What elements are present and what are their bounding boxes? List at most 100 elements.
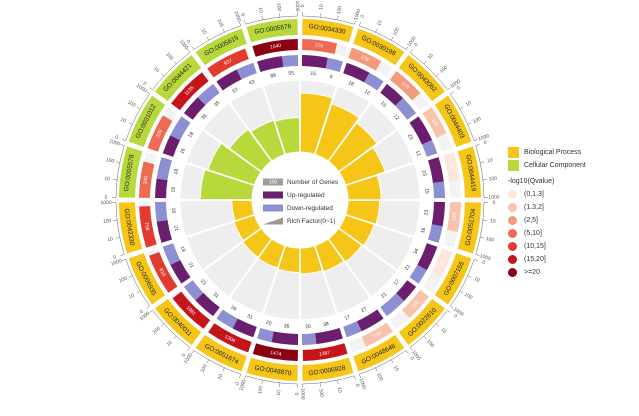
term-sector-go-0042330 xyxy=(119,202,143,254)
qvalue-legend-item-1: (1.3,2] xyxy=(508,201,586,214)
scale-tick-go-0005578-2 xyxy=(115,161,120,163)
scale-tick-go-0042330-1 xyxy=(115,237,120,239)
scale-tick-label-go-0034330-0: 0 xyxy=(300,4,306,7)
down-bar-go-0043062 xyxy=(395,98,417,120)
up-bar-go-0044419 xyxy=(428,157,444,184)
up-bar-go-0007155 xyxy=(417,243,438,271)
scale-arc-go-0044403 xyxy=(450,93,475,141)
scale-tick-go-0044403-3 xyxy=(474,139,479,141)
term-sector-go-0022610 xyxy=(398,298,445,345)
scale-tick-go-0044403-1 xyxy=(459,106,464,109)
term-sector-go-0005615 xyxy=(195,28,247,66)
up-label-go-0051704: 23 xyxy=(423,209,430,215)
qbar-label-go-0005578: 345 xyxy=(143,176,150,185)
inner-legend-swatch-2 xyxy=(263,204,283,212)
scale-tick-go-0022610-0 xyxy=(447,310,451,313)
qvalue-legend-item-5: (15,20] xyxy=(508,253,586,266)
qvalue-bar-ring: 2761781791209512080102133138714741304108… xyxy=(139,39,461,361)
scale-arc-go-0043062 xyxy=(410,52,448,90)
qvalue-legend-dot-1 xyxy=(508,203,517,212)
scale-tick-go-0040011-2 xyxy=(160,323,165,327)
down-label-go-0044421: 35 xyxy=(213,100,221,108)
up-label-go-0040011: 31 xyxy=(212,291,220,299)
scale-tick-go-0044421-1 xyxy=(160,73,165,77)
qbar-go-0031012 xyxy=(147,115,173,152)
scale-arc-go-0005576 xyxy=(245,15,298,25)
scale-tick-label-go-0044403-3: 1000 xyxy=(478,133,491,142)
scale-tick-label-go-0007155-0: 0 xyxy=(481,260,486,267)
scale-tick-label-go-0044419-0: 0 xyxy=(483,140,488,147)
up-bar-go-0006935 xyxy=(170,259,191,284)
qvalue-legend-label-5: (15,20] xyxy=(524,256,546,263)
up-label-go-0048870: 36 xyxy=(283,323,289,330)
up-bar-go-0048870 xyxy=(271,331,299,345)
qvalue-legend-item-3: (5,10] xyxy=(508,227,586,240)
qvalue-legend-label-0: (0,1.3] xyxy=(524,191,544,198)
up-bar-go-0030198 xyxy=(343,62,370,83)
scale-tick-label-go-0030198-0: 0 xyxy=(360,14,367,19)
scale-tick-go-0022610-3 xyxy=(410,347,413,351)
scale-tick-label-go-0005578-1: 10 xyxy=(104,176,110,183)
term-sector-go-0005576 xyxy=(246,19,298,43)
qvalue-legend: (0,1.3] (1.3,2] (2,5] (5,10] (10,15] (15,20] >… xyxy=(508,188,586,279)
qvalue-legend-dot-0 xyxy=(508,190,517,199)
scale-arc-go-0006935 xyxy=(125,259,150,307)
down-label-go-0030198: 12 xyxy=(363,88,371,96)
scale-tick-go-0007155-2 xyxy=(459,291,464,294)
term-sector-go-0005578 xyxy=(119,146,143,198)
down-label-go-0034330: 9 xyxy=(329,74,333,81)
scale-tick-go-0030198-1 xyxy=(375,28,378,33)
qbar-label-go-0042330: 798 xyxy=(143,222,150,231)
down-label-go-0006928: 20 xyxy=(305,324,311,330)
scale-tick-go-0051674-1 xyxy=(222,367,225,372)
scale-tick-go-0048870-3 xyxy=(244,375,246,380)
scale-tick-label-go-0031012-0: 0 xyxy=(114,135,119,142)
category-legend: Biological Process Cellular Component -l… xyxy=(508,146,586,279)
scale-tick-label-go-0042330-1: 10 xyxy=(107,236,114,243)
down-label-go-0044419: 15 xyxy=(423,188,429,194)
scale-arc-go-0005578 xyxy=(115,145,125,198)
down-label-go-0044403: 12 xyxy=(414,150,422,158)
scale-arc-go-0051674 xyxy=(193,350,241,375)
scale-tick-label-go-0042330-2: 100 xyxy=(103,218,112,225)
scale-tick-label-go-0048870-0: 0 xyxy=(295,392,301,395)
scale-arc-go-0048870 xyxy=(245,375,298,385)
up-bar-go-0051674 xyxy=(232,318,257,338)
scale-tick-label-go-0044421-2: 100 xyxy=(164,52,174,62)
scale-tick-go-0022610-1 xyxy=(435,323,440,327)
term-sector-go-0034330 xyxy=(302,19,354,43)
scale-tick-go-0022610-2 xyxy=(423,335,427,340)
scale-tick-go-0006935-1 xyxy=(136,291,141,294)
scale-tick-go-0005576-0 xyxy=(244,20,246,25)
qvalue-legend-label-6: >=20 xyxy=(524,269,540,276)
scale-tick-label-go-0030198-2: 100 xyxy=(392,26,401,36)
qvalue-legend-item-4: (10,15] xyxy=(508,240,586,253)
scale-tick-go-0030198-0 xyxy=(359,21,361,26)
qbar-go-0005615 xyxy=(207,48,249,78)
up-label-go-0005576: 88 xyxy=(270,73,277,80)
qbar-label-go-0044421: 1135 xyxy=(184,85,196,97)
term-sector-go-0006928 xyxy=(302,357,354,381)
inner-legend-swatch-1 xyxy=(263,191,283,199)
qvalue-legend-dot-2 xyxy=(508,216,517,225)
scale-tick-label-go-0034330-2: 100 xyxy=(336,5,344,15)
scale-tick-go-0007155-0 xyxy=(474,259,479,261)
scale-tick-go-0043062-3 xyxy=(447,87,451,90)
scale-tick-label-go-0051704-0: 0 xyxy=(493,200,496,206)
scale-tick-go-0005615-1 xyxy=(206,36,209,41)
legend-swatch-cellular-component xyxy=(508,160,519,171)
scale-tick-go-0031012-0 xyxy=(121,139,126,141)
scale-tick-label-go-0044403-2: 100 xyxy=(472,116,482,125)
up-bar-go-0051704 xyxy=(431,201,445,227)
up-bar-go-0044403 xyxy=(409,116,433,145)
down-bar-go-0051674 xyxy=(216,309,238,329)
qvalue-legend-dot-3 xyxy=(508,229,517,238)
down-bar-go-0048646 xyxy=(343,321,362,338)
scale-tick-label-go-0031012-2: 100 xyxy=(126,99,136,108)
scale-tick-label-go-0005576-1: 10 xyxy=(257,7,264,14)
scale-tick-label-go-0051704-1: 10 xyxy=(490,218,496,225)
scale-tick-label-go-0040011-0: 0 xyxy=(181,352,188,358)
scale-tick-go-0040011-1 xyxy=(173,335,177,340)
down-bar-go-0048870 xyxy=(257,328,274,343)
up-bar-go-0006928 xyxy=(315,328,343,345)
